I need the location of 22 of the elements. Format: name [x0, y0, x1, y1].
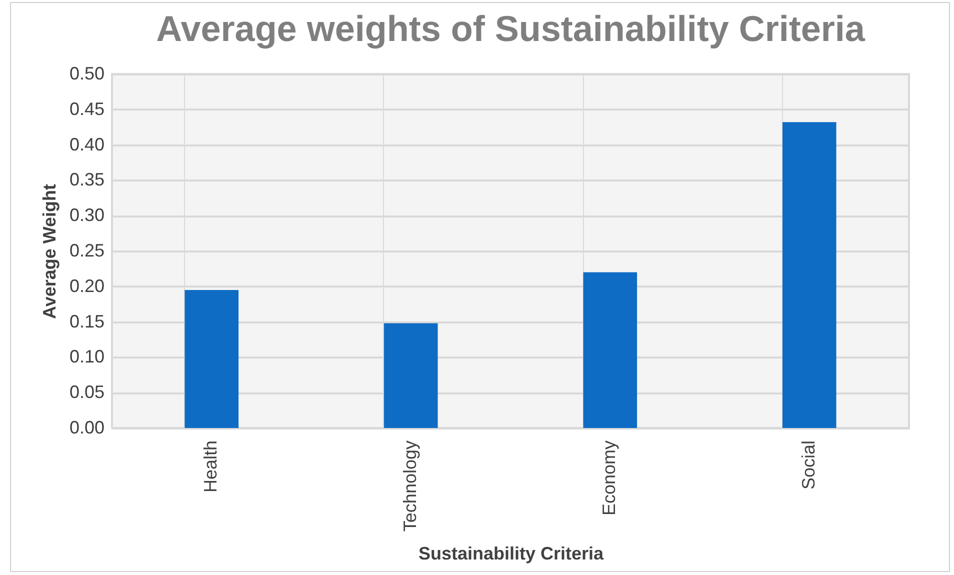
- bar: [782, 122, 836, 428]
- x-tick-label: Social: [798, 440, 818, 490]
- y-tick-label: 0.50: [69, 64, 104, 84]
- y-tick-label: 0.20: [69, 276, 104, 296]
- x-tick-label: Technology: [400, 440, 420, 532]
- y-tick-label: 0.35: [69, 170, 104, 190]
- y-tick-label: 0.05: [69, 382, 104, 402]
- chart-title: Average weights of Sustainability Criteria: [156, 8, 866, 49]
- x-tick-label: Economy: [599, 440, 620, 516]
- x-tick-label: Health: [200, 440, 221, 493]
- y-tick-label: 0.10: [69, 346, 104, 367]
- y-tick-label: 0.30: [69, 205, 104, 226]
- y-tick-label: 0.15: [69, 311, 104, 332]
- y-tick-label: 0.40: [69, 134, 104, 154]
- y-tick-label: 0.00: [69, 418, 104, 438]
- bar: [583, 272, 638, 428]
- bar: [184, 290, 239, 428]
- y-axis-title: Average Weight: [39, 184, 60, 320]
- y-tick-label: 0.25: [69, 240, 104, 260]
- y-tick-label: 0.45: [69, 98, 104, 119]
- bar: [384, 323, 438, 428]
- x-axis-title: Sustainability Criteria: [418, 544, 605, 564]
